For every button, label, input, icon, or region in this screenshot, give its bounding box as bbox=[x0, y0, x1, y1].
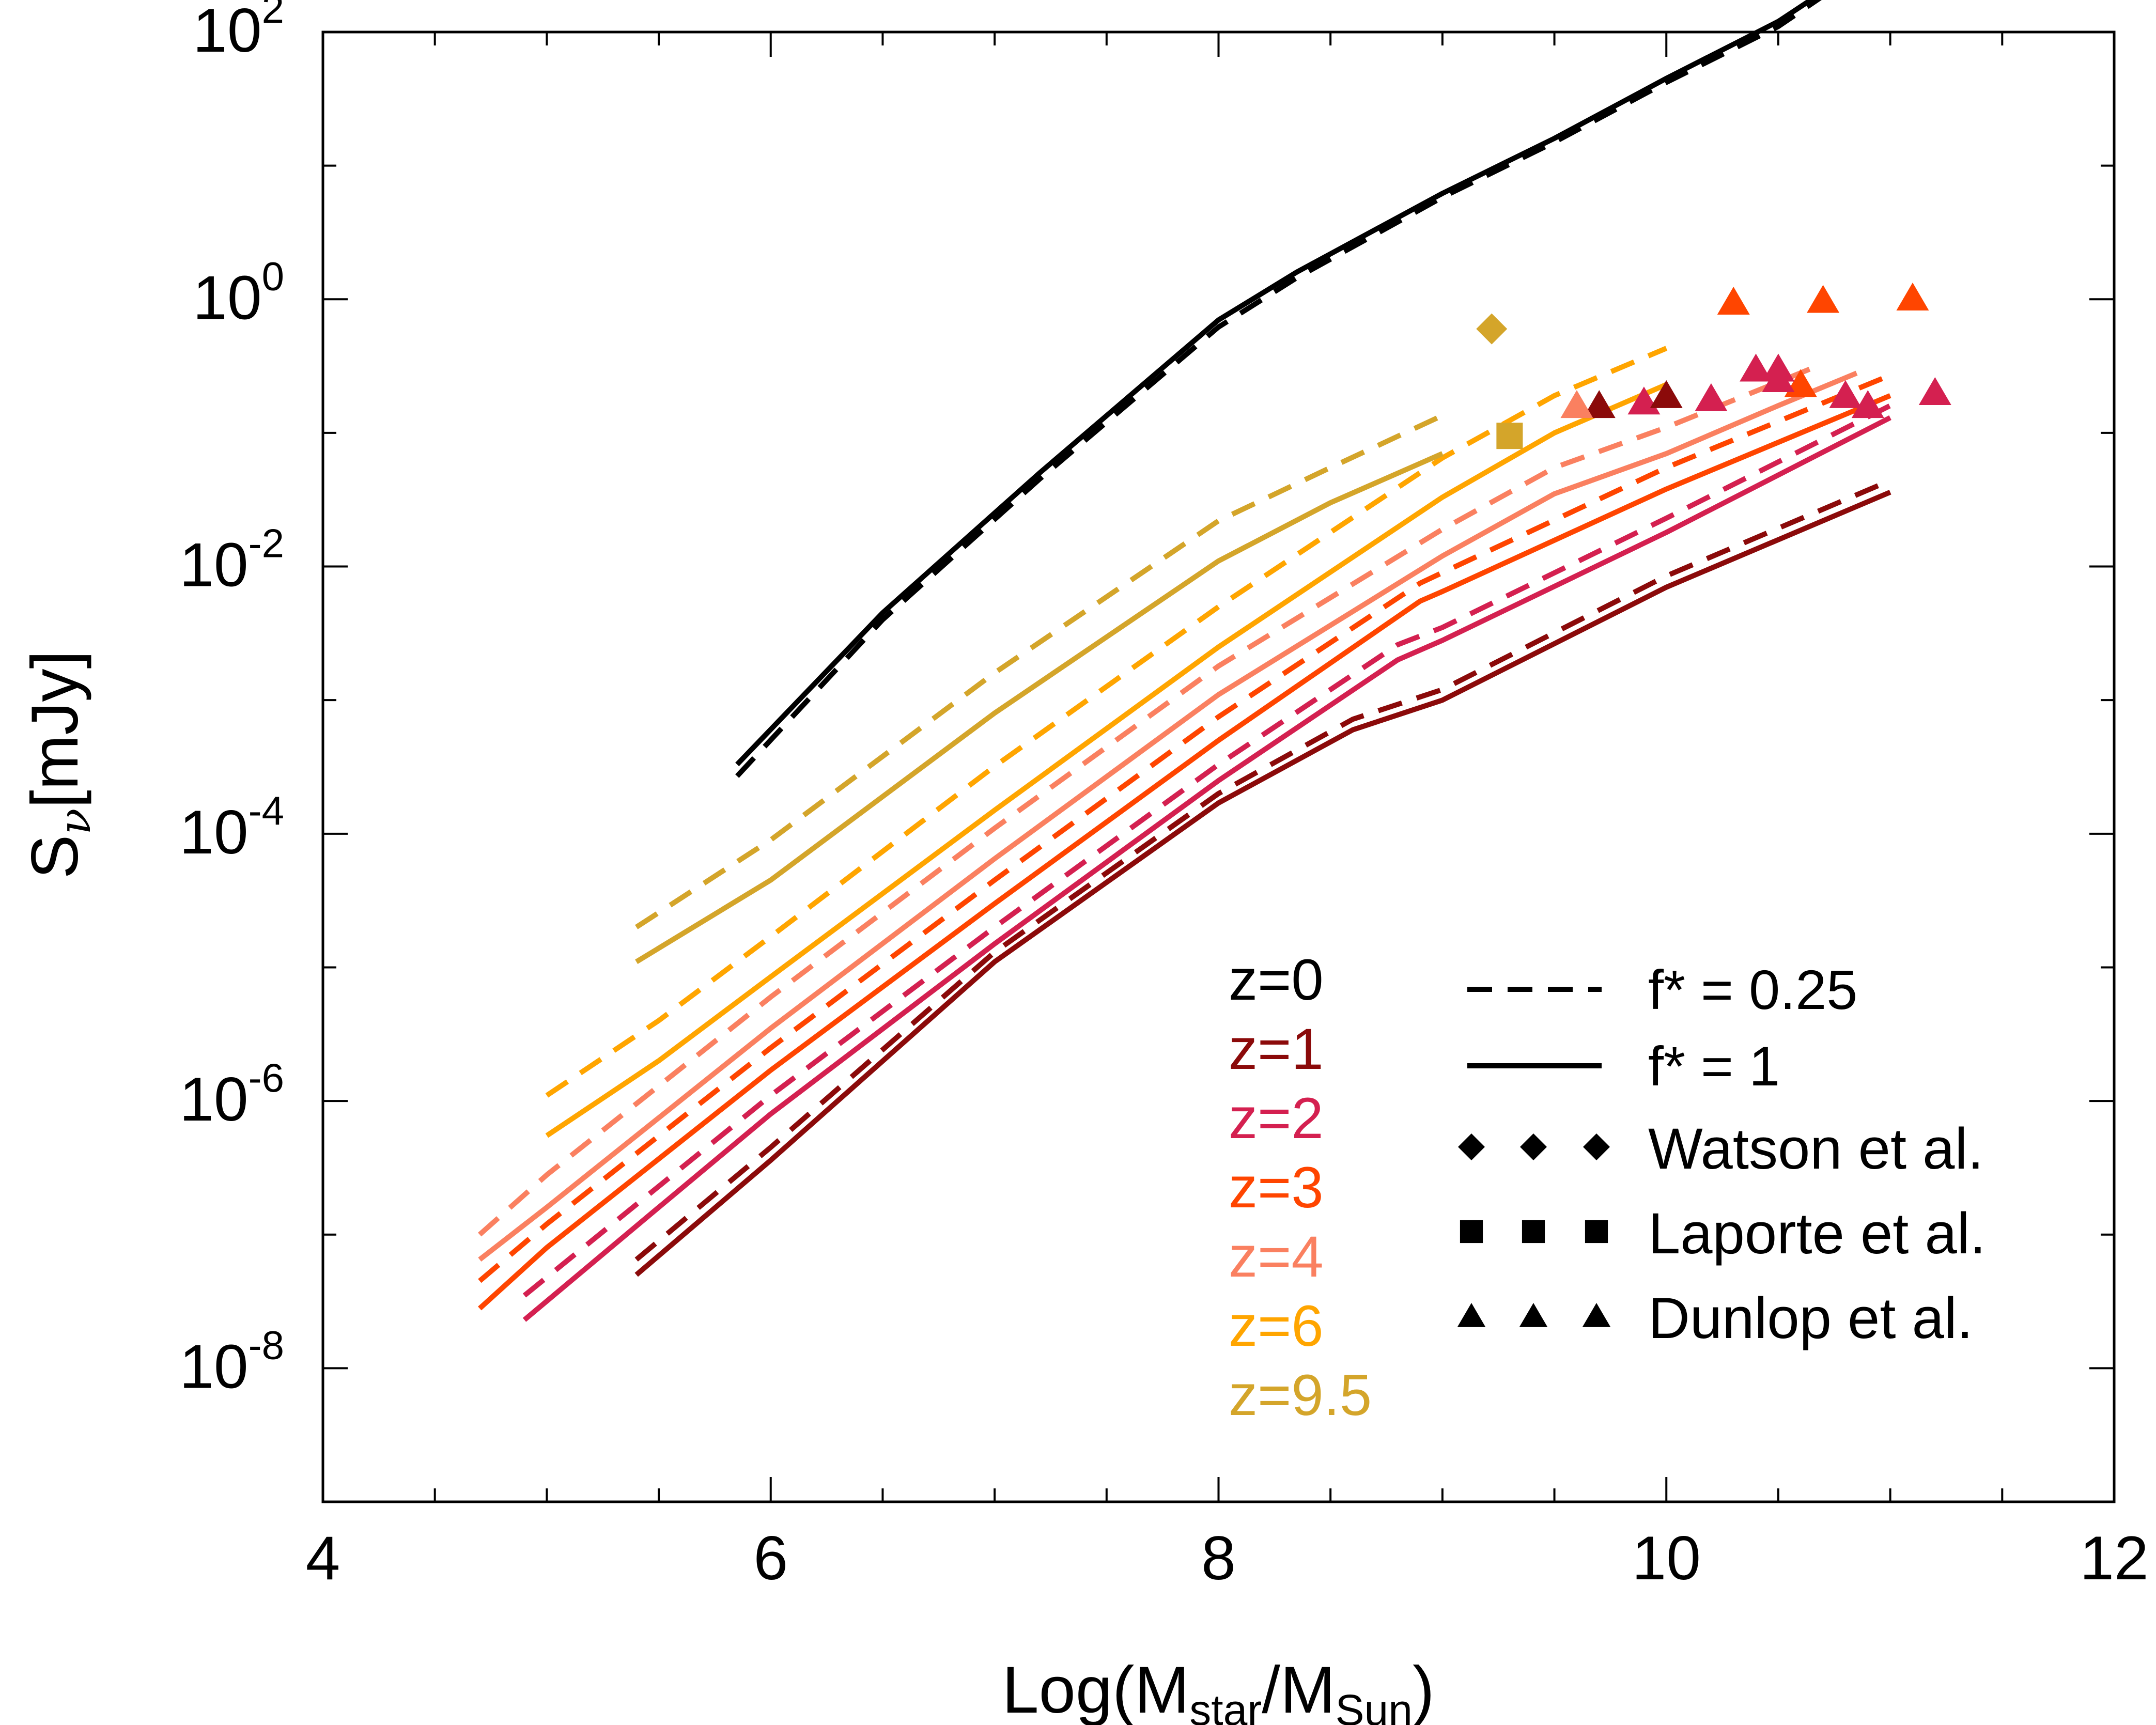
legend-marker-diamond bbox=[1583, 1133, 1610, 1160]
data-point-triangle bbox=[1740, 353, 1773, 382]
legend-marker-square bbox=[1585, 1220, 1608, 1244]
observation-points bbox=[1476, 283, 1951, 449]
series-line-z2-solid bbox=[522, 415, 1891, 1322]
x-tick-label: 6 bbox=[753, 1524, 788, 1593]
data-point-triangle bbox=[1807, 285, 1840, 313]
legend-marker-square bbox=[1460, 1220, 1483, 1244]
legend-redshift-label: z=2 bbox=[1229, 1086, 1324, 1151]
legend-redshift-label: z=4 bbox=[1229, 1224, 1324, 1289]
series-line-z6-solid bbox=[545, 382, 1668, 1138]
x-tick-label: 12 bbox=[2080, 1524, 2148, 1593]
series-line-z95-dashed bbox=[634, 413, 1444, 929]
legend-redshift-label: z=1 bbox=[1229, 1017, 1324, 1081]
x-axis-label: Log(Mstar/MSun) bbox=[1002, 1653, 1434, 1725]
data-point-triangle bbox=[1896, 283, 1929, 311]
plot-frame bbox=[321, 30, 2116, 1503]
x-tick-label: 8 bbox=[1201, 1524, 1236, 1593]
series-line-z0-solid bbox=[735, 0, 1816, 767]
legend-line-label: f* = 1 bbox=[1648, 1035, 1780, 1097]
series-lines bbox=[478, 0, 1891, 1322]
x-tick-label: 4 bbox=[306, 1524, 340, 1593]
data-point-triangle bbox=[1829, 380, 1862, 408]
series-line-z2-dashed bbox=[522, 403, 1891, 1298]
data-point-triangle bbox=[1918, 377, 1951, 406]
series-line-z3-dashed bbox=[478, 372, 1891, 1283]
series-line-z3-solid bbox=[478, 393, 1891, 1311]
y-tick-label: 10-6 bbox=[179, 1055, 284, 1134]
data-point-triangle bbox=[1695, 383, 1728, 411]
data-point-square bbox=[1496, 423, 1523, 449]
series-line-z6-dashed bbox=[545, 346, 1668, 1098]
series-line-z0-dashed bbox=[735, 0, 1822, 778]
data-point-triangle bbox=[1583, 390, 1616, 418]
legend-marker-triangle bbox=[1519, 1303, 1548, 1327]
x-tick-label: 10 bbox=[1632, 1524, 1701, 1593]
legend: z=0z=1z=2z=3z=4z=6z=9.5 f* = 0.25 f* = 1 Wa… bbox=[1229, 947, 1986, 1427]
y-tick-labels: 102 100 10-2 10-4 10-6 10-8 bbox=[179, 0, 284, 1401]
legend-redshift-label: z=0 bbox=[1229, 947, 1324, 1012]
series-line-z4-solid bbox=[478, 370, 1858, 1262]
legend-redshift-label: z=6 bbox=[1229, 1294, 1324, 1358]
series-line-z1-solid bbox=[634, 490, 1891, 1277]
y-tick-label: 10-8 bbox=[179, 1322, 284, 1401]
data-point-triangle bbox=[1762, 364, 1795, 392]
legend-redshift-label: z=3 bbox=[1229, 1155, 1324, 1220]
y-axis-label: Sν[mJy] bbox=[18, 650, 100, 879]
data-point-triangle bbox=[1650, 380, 1683, 408]
legend-marker-label: Laporte et al. bbox=[1648, 1201, 1986, 1266]
y-tick-label: 100 bbox=[193, 253, 284, 332]
data-point-triangle bbox=[1560, 390, 1593, 418]
legend-line-label: f* = 0.25 bbox=[1648, 958, 1857, 1021]
x-tick-labels: 4 6 8 10 12 bbox=[306, 1524, 2149, 1593]
legend-marker-triangle bbox=[1582, 1303, 1611, 1327]
legend-marker-diamond bbox=[1458, 1133, 1485, 1160]
y-tick-label: 102 bbox=[193, 0, 284, 65]
legend-marker-square bbox=[1522, 1220, 1545, 1244]
legend-redshift-label: z=9.5 bbox=[1229, 1363, 1372, 1427]
data-point-triangle bbox=[1851, 390, 1884, 418]
data-point-triangle bbox=[1717, 287, 1750, 315]
legend-marker-label: Dunlop et al. bbox=[1648, 1286, 1973, 1350]
legend-marker-diamond bbox=[1520, 1133, 1547, 1160]
series-line-z95-solid bbox=[635, 451, 1444, 964]
y-tick-label: 10-4 bbox=[179, 788, 284, 867]
data-point-diamond bbox=[1476, 313, 1508, 345]
legend-marker-triangle bbox=[1457, 1303, 1486, 1327]
series-line-z1-dashed bbox=[634, 478, 1891, 1262]
y-tick-label: 10-2 bbox=[179, 521, 284, 600]
legend-marker-label: Watson et al. bbox=[1648, 1116, 1983, 1181]
